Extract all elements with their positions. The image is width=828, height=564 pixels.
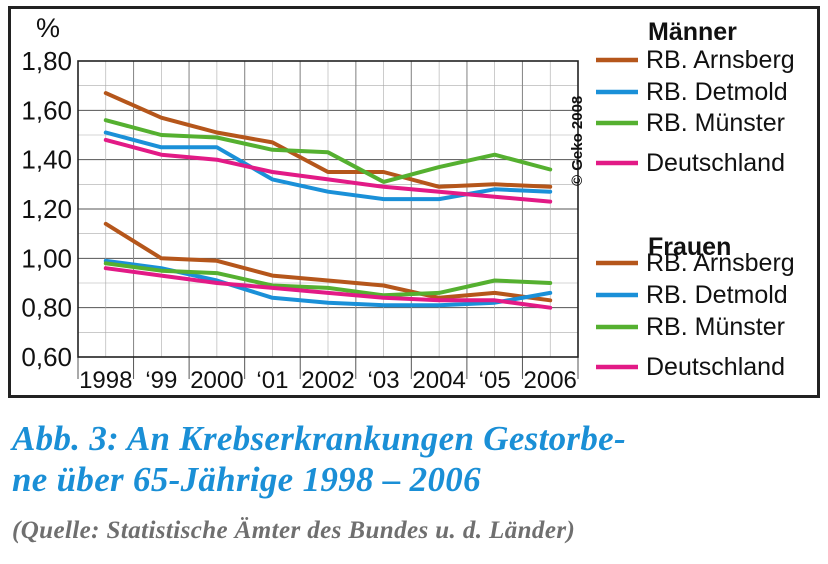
x-axis: 1998 ‘99 2000 ‘01 2002 ‘03 2004 ‘05 2006 (79, 367, 577, 394)
series-line-männer-rb-münster (103, 118, 553, 184)
figure-caption-title: Abb. 3: An Krebserkrankungen Gestorbe- n… (12, 418, 626, 500)
x-tick-label: 2002 (301, 367, 354, 394)
caption-title-line2: ne über 65-Jährige 1998 – 2006 (12, 460, 481, 499)
chart-border (8, 6, 820, 398)
series-line-frauen-rb-arnsberg (103, 221, 553, 303)
caption-title-line1: Abb. 3: An Krebserkrankungen Gestorbe- (12, 419, 626, 458)
legend-label: Deutschland (646, 353, 785, 381)
chart-frame: 0,60 0,80 1,00 1,20 1,40 1,60 1,80 1998 ‘99 2000… (8, 6, 820, 398)
y-tick-label: 1,00 (21, 243, 72, 273)
y-tick-label: 1,60 (21, 95, 72, 125)
legend-label: RB. Detmold (646, 281, 788, 309)
y-tick-label: 0,80 (21, 293, 72, 323)
x-tick-label: 2006 (524, 367, 577, 394)
figure-caption-source: (Quelle: Statistische Ämter des Bundes u… (12, 517, 576, 544)
x-tick-label: ‘99 (145, 367, 177, 394)
y-tick-label: 0,60 (21, 342, 72, 372)
line-chart: 0,60 0,80 1,00 1,20 1,40 1,60 1,80 1998 ‘99 2000… (8, 6, 820, 398)
series-line-männer-rb-detmold (103, 130, 553, 202)
legend-group-title: Frauen (648, 233, 731, 261)
y-axis: 0,60 0,80 1,00 1,20 1,40 1,60 1,80 (21, 46, 72, 372)
series-line-frauen-deutschland (103, 266, 553, 310)
x-tick-label: 2004 (412, 367, 465, 394)
y-tick-label: 1,80 (21, 46, 72, 76)
legend-label: RB. Arnsberg (646, 249, 795, 277)
legend-group-title: Männer (648, 18, 737, 46)
series-lines (103, 91, 553, 310)
legend-label: RB. Detmold (646, 78, 788, 106)
series-line-männer-deutschland (103, 137, 553, 204)
legend-label: Deutschland (646, 149, 785, 177)
x-tick-label: ‘03 (368, 367, 400, 394)
y-tick-label: 1,40 (21, 145, 72, 175)
series-line-frauen-rb-münster (103, 261, 553, 298)
copyright-label: © Geko 2008 (569, 96, 586, 186)
x-tick-label: 1998 (79, 367, 132, 394)
x-tick-label: 2000 (190, 367, 243, 394)
legend-label: RB. Münster (646, 313, 785, 341)
x-tick-label: ‘01 (256, 367, 288, 394)
y-unit-label: % (36, 13, 60, 43)
plot-frame (77, 60, 579, 358)
y-tick-label: 1,20 (21, 194, 72, 224)
x-tick-label: ‘05 (479, 367, 511, 394)
series-line-männer-rb-arnsberg (103, 91, 553, 189)
legend-label: RB. Münster (646, 109, 785, 137)
legend-label: RB. Arnsberg (646, 46, 795, 74)
